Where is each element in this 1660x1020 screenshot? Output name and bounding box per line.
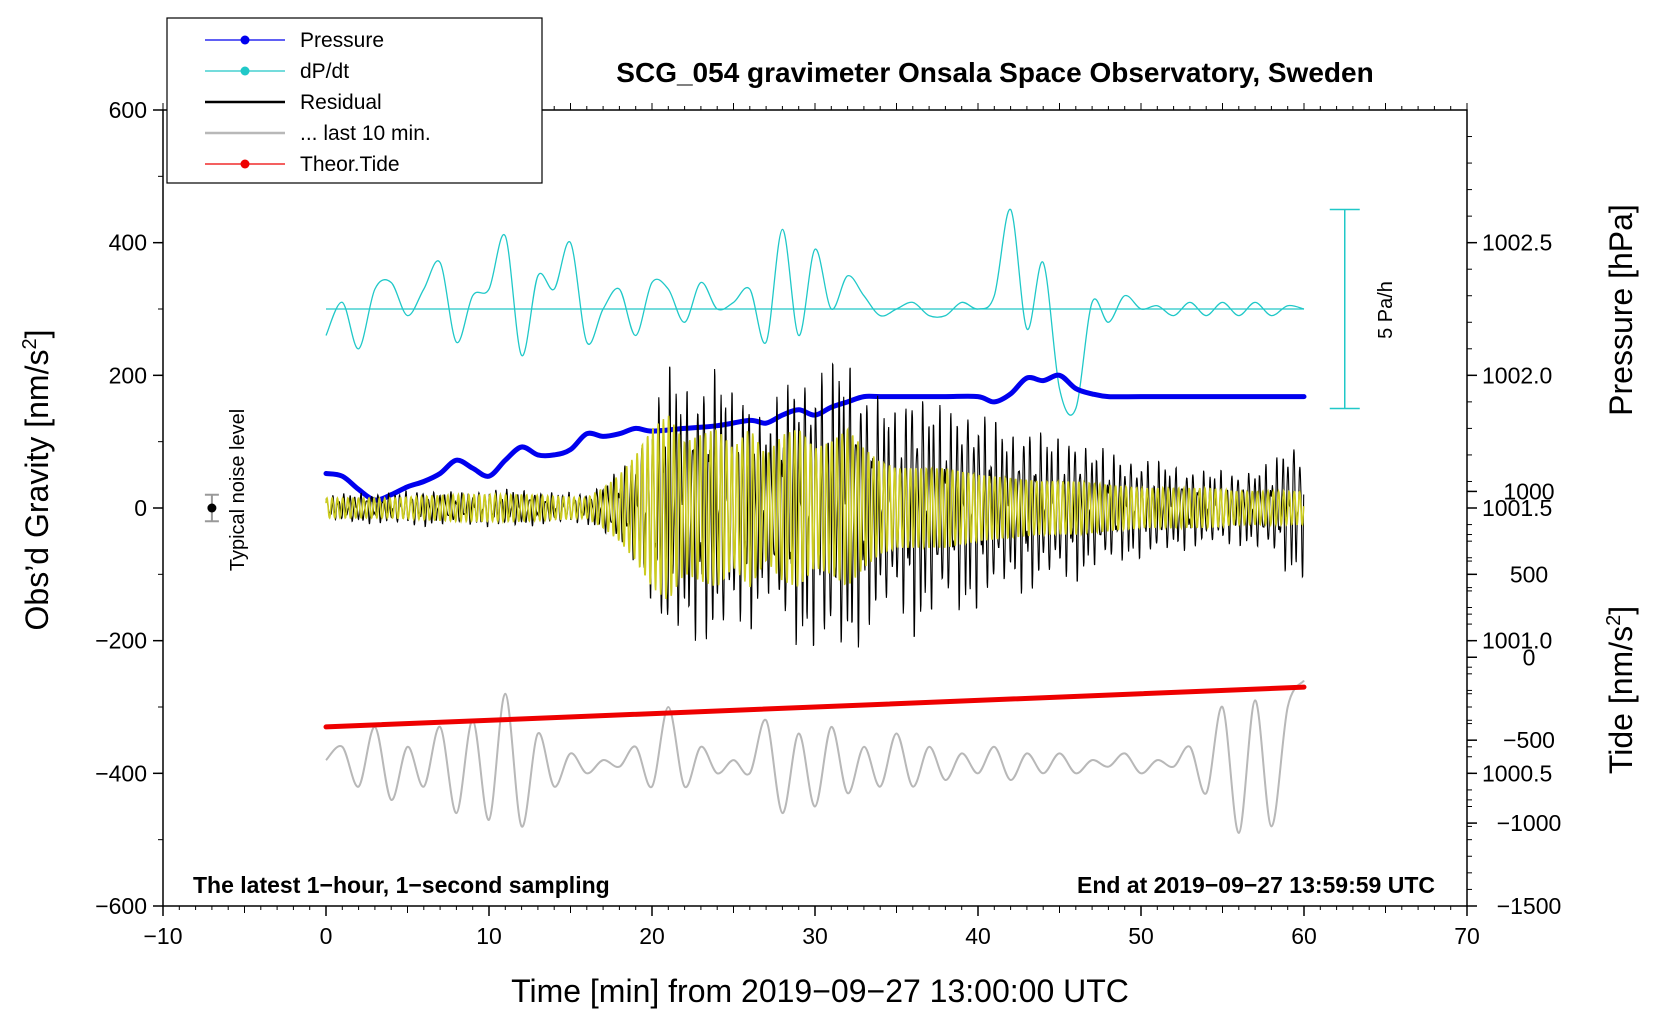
tide-tick-label: 500 [1510,561,1548,587]
y-axis-label-tide: Tide [nm/s2] [1603,606,1639,774]
y-axis-label-left: Obs’d Gravity [nm/s2] [19,330,55,631]
y-axis-label-pressure: Pressure [hPa] [1603,204,1639,416]
y-tick-label: 600 [109,97,147,123]
y-axis-label-tide-main: Tide [nm/s [1603,626,1639,774]
legend-marker [240,159,250,169]
legend-label: Pressure [300,29,384,52]
x-tick-label: 20 [639,923,665,949]
y-axis-label-tide-close: ] [1603,606,1639,615]
legend-label: ... last 10 min. [300,122,431,145]
y-axis-label-left-close: ] [19,330,55,339]
pressure-tick-label: 1000.5 [1482,760,1552,786]
y-tick-label: −600 [95,893,147,919]
scale-bar-label: 5 Pa/h [1375,281,1397,339]
noise-level-label: Typical noise level [227,409,249,571]
pressure-tick-label: 1002.5 [1482,230,1552,256]
pressure-tick-label: 1001.5 [1482,495,1552,521]
y-axis-label-tide-sup: 2 [1603,615,1625,626]
x-tick-label: 50 [1128,923,1154,949]
tide-tick-label: 0 [1523,644,1536,670]
legend-label: Theor.Tide [300,153,400,176]
legend: Pressure dP/dt Residual ... last 10 min. The… [166,17,543,184]
y-tick-label: 200 [109,362,147,388]
x-tick-label: 30 [802,923,828,949]
tide-series [323,684,1307,730]
legend-label: dP/dt [300,60,349,83]
last10-series [325,679,1305,835]
noise-bar-dot [207,503,217,513]
y-tick-label: 400 [109,230,147,256]
x-tick-label: −10 [143,923,182,949]
tide-tick-label: −1500 [1497,893,1562,919]
lowpass-series [325,415,1305,600]
tide-tick-label: −1000 [1497,810,1562,836]
sampling-note: The latest 1−hour, 1−second sampling [193,872,610,898]
y-tick-label: −400 [95,760,147,786]
x-tick-label: 0 [320,923,333,949]
tide-tick-label: 1000 [1503,478,1554,504]
x-tick-label: 70 [1454,923,1480,949]
y-tick-label: −200 [95,628,147,654]
x-tick-label: 60 [1291,923,1317,949]
x-tick-label: 40 [965,923,991,949]
pressure-tick-label: 1002.0 [1482,362,1552,388]
pressure-tick-label: 1001.0 [1482,628,1552,654]
legend-box [166,17,543,184]
legend-marker [240,35,250,45]
tide-tick-label: −500 [1503,727,1555,753]
x-tick-label: 10 [476,923,502,949]
chart-title: SCG_054 gravimeter Onsala Space Observat… [616,57,1373,88]
series-layer [204,208,1360,835]
legend-marker [240,66,250,76]
legend-label: Residual [300,91,382,114]
x-axis-label: Time [min] from 2019−09−27 13:00:00 UTC [511,973,1129,1009]
y-tick-label: 0 [134,495,147,521]
end-time-note: End at 2019−09−27 13:59:59 UTC [1077,872,1435,898]
dpdt-series [325,208,1305,416]
y-axis-label-left-sup: 2 [19,338,41,349]
axes-layer: −10 0 10 20 30 40 50 60 70 600 400 200 0 −200 −400 −600… [95,97,1561,949]
y-axis-label-left-main: Obs’d Gravity [nm/s [19,350,55,631]
